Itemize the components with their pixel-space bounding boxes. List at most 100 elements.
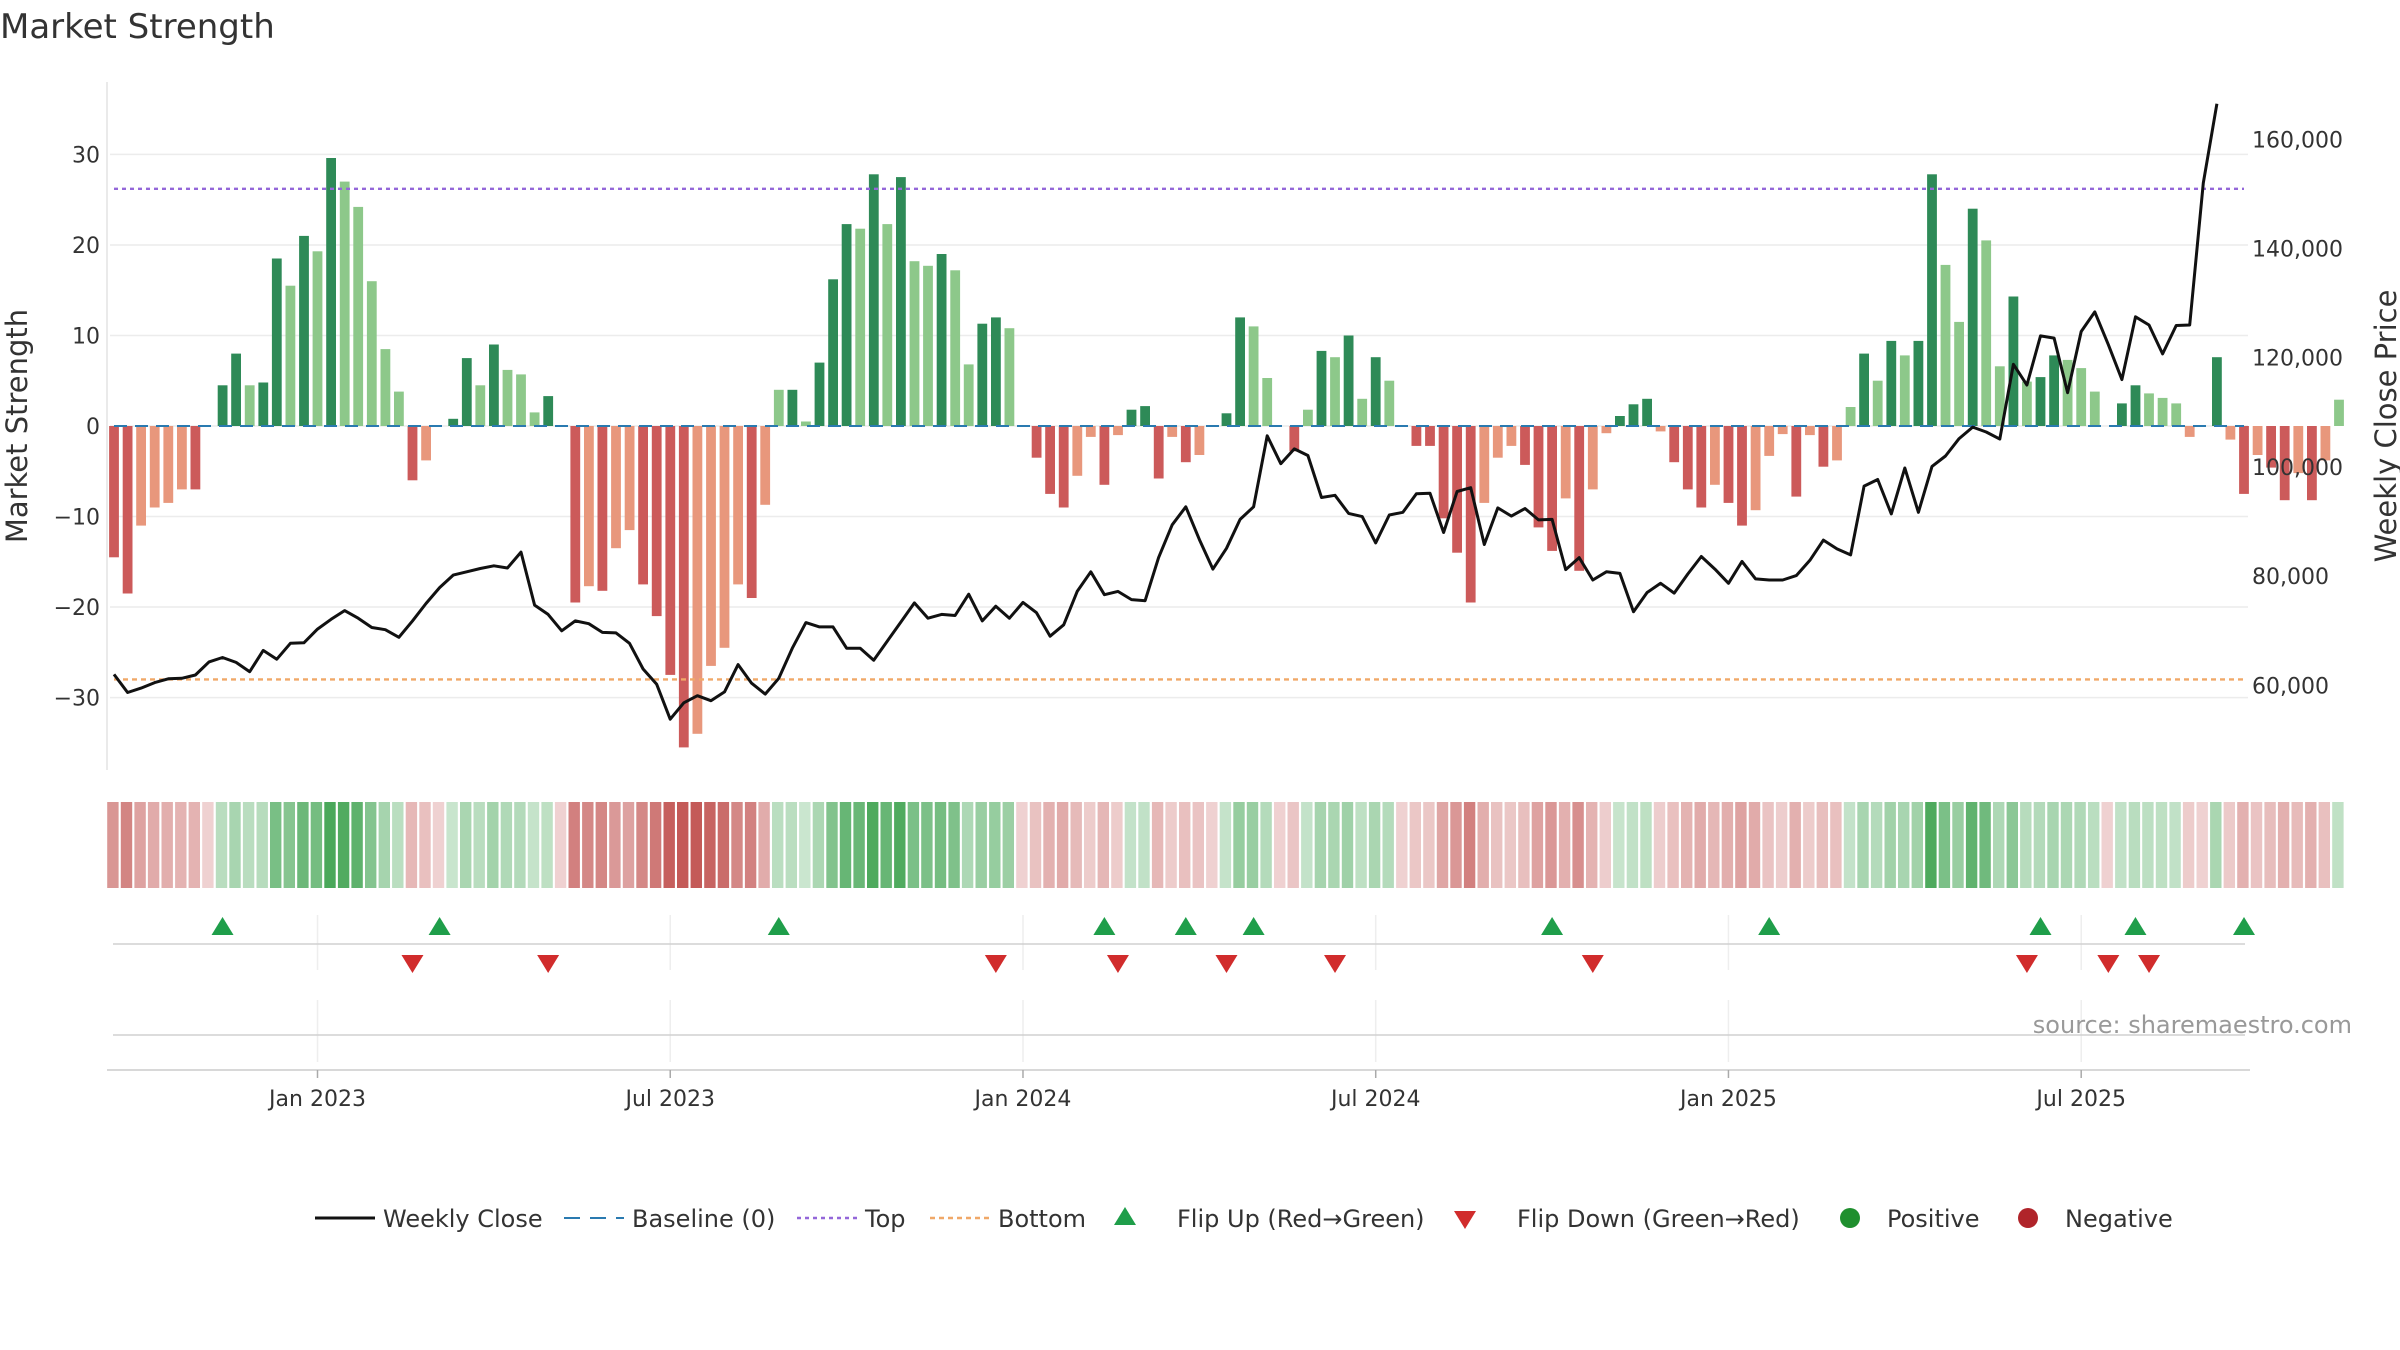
heat-cell — [161, 802, 173, 888]
heat-cell — [1504, 802, 1516, 888]
heat-cell — [1694, 802, 1706, 888]
strength-bar — [1479, 426, 1490, 503]
strength-bar — [1262, 378, 1273, 426]
strength-bar — [2212, 357, 2222, 426]
heat-cell — [1219, 802, 1232, 888]
strength-bar — [597, 426, 608, 591]
heat-cell — [446, 802, 458, 888]
heat-cell — [405, 802, 418, 888]
heat-cell — [1748, 802, 1761, 888]
strength-bar — [1845, 407, 1856, 426]
heat-cell — [324, 802, 336, 888]
flip-up-marker — [211, 917, 234, 935]
y-tick-label: 10 — [72, 324, 100, 349]
heat-cell — [1233, 802, 1245, 888]
strength-bar — [475, 385, 486, 426]
strength-bar — [814, 362, 825, 426]
strength-bar — [2022, 381, 2032, 426]
heat-cell — [2060, 802, 2073, 888]
strength-bar — [1452, 426, 1462, 553]
heat-cell — [1586, 802, 1598, 888]
strength-bar — [285, 285, 296, 426]
heat-cell — [500, 802, 513, 888]
heat-cell — [2169, 802, 2181, 888]
weekly-close-layer — [112, 103, 2219, 721]
strength-bar — [1615, 416, 1625, 426]
strength-bar — [2171, 403, 2182, 426]
strength-bar — [122, 426, 133, 594]
heat-cell — [1192, 802, 1204, 888]
strength-bar — [746, 426, 757, 598]
legend-label: Flip Up (Red→Green) — [1177, 1205, 1425, 1233]
heat-cell — [2277, 802, 2290, 888]
heat-cell — [785, 802, 797, 888]
strength-bar — [1547, 426, 1557, 551]
heat-cell — [2020, 802, 2032, 888]
strength-bar — [828, 279, 838, 426]
heat-cell — [2033, 802, 2046, 888]
heat-cell — [2088, 802, 2100, 888]
strength-bar — [896, 177, 906, 426]
strength-bar — [991, 317, 1001, 426]
heat-cell — [1328, 802, 1340, 888]
flip-up-marker — [1174, 917, 1197, 935]
chart-title: Market Strength — [0, 7, 275, 47]
y-tick-label: −20 — [54, 596, 100, 621]
strength-bar — [1045, 426, 1055, 494]
strength-bar — [950, 270, 961, 426]
heat-cell — [215, 802, 228, 888]
heat-cell — [907, 802, 920, 888]
heat-cell — [2264, 802, 2276, 888]
strength-bar — [1872, 380, 1883, 426]
strength-bar — [1221, 413, 1232, 426]
strength-bar — [1235, 317, 1245, 426]
y2-tick-label: 80,000 — [2252, 565, 2329, 590]
heat-cell — [934, 802, 947, 888]
strength-bar — [1696, 426, 1707, 508]
strength-bar — [1954, 321, 1964, 426]
heat-cell — [568, 802, 580, 888]
heat-cell — [147, 802, 160, 888]
strength-bar — [489, 344, 499, 426]
heat-cell — [1599, 802, 1611, 888]
strength-bar — [1438, 426, 1449, 519]
strength-bar — [584, 426, 594, 587]
strength-bar — [1723, 426, 1734, 503]
heat-cell — [921, 802, 933, 888]
heat-cell — [812, 802, 825, 888]
strength-bar — [855, 228, 866, 426]
y-axis-title: Market Strength — [0, 309, 34, 543]
legend-item: Negative — [2018, 1205, 2173, 1233]
y-tick-label: −10 — [54, 506, 100, 531]
flip-up-marker — [1758, 917, 1781, 935]
strength-bar — [1967, 208, 1978, 426]
strength-bar — [2239, 426, 2249, 494]
y-tick-label: 0 — [86, 415, 100, 440]
flip-down-marker — [1215, 955, 1238, 973]
strength-bar — [1194, 426, 1205, 455]
strength-bar — [1303, 409, 1313, 426]
heat-cell — [2142, 802, 2154, 888]
heat-cell — [1965, 802, 1978, 888]
heat-cell — [1301, 802, 1313, 888]
strength-bar — [1384, 380, 1395, 426]
legend-item: Top — [797, 1205, 906, 1233]
strength-bar — [177, 426, 187, 490]
flip-up-marker — [1093, 917, 1116, 935]
strength-bar — [760, 426, 771, 505]
strength-bar — [1655, 426, 1666, 432]
heat-cell — [473, 802, 485, 888]
heat-cell — [1246, 802, 1259, 888]
heat-cell — [419, 802, 431, 888]
heat-cell — [690, 802, 702, 888]
strength-bar — [448, 418, 459, 426]
heat-cell — [1111, 802, 1123, 888]
y2-tick-label: 120,000 — [2252, 347, 2343, 372]
flip-down-marker — [2097, 955, 2120, 973]
x-tick-label: Jul 2024 — [1329, 1087, 1421, 1112]
flip-up-marker — [428, 917, 451, 935]
heat-cell — [636, 802, 648, 888]
strength-bar — [353, 206, 364, 426]
flip-up-marker — [2124, 917, 2147, 935]
heat-cell — [1789, 802, 1801, 888]
